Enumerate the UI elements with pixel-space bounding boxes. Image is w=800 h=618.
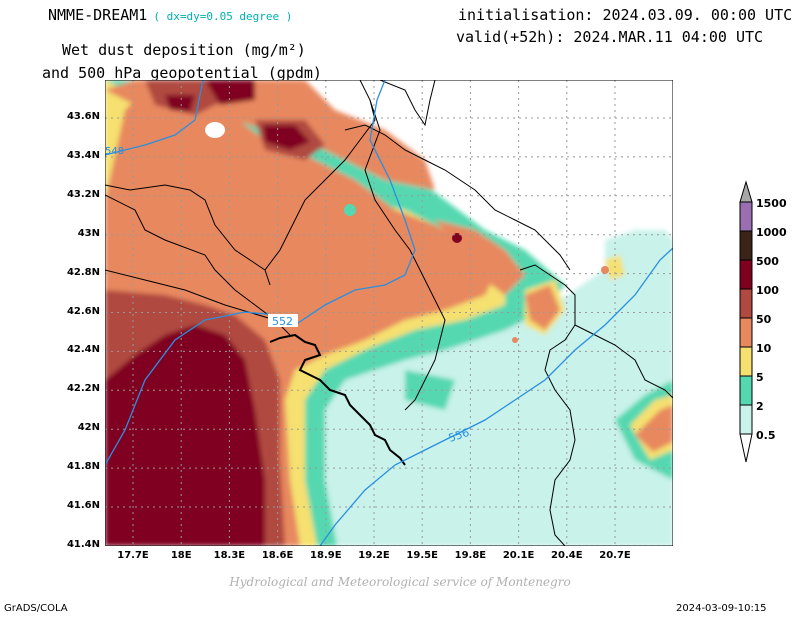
colorbar-level-label: 10 [756, 342, 772, 355]
credit-text: Hydrological and Meteorological service … [229, 575, 571, 589]
colorbar-box [739, 259, 753, 290]
colorbar-bottom-arrow [739, 433, 753, 463]
resolution-note: ( dx=dy=0.05 degree ) [153, 10, 293, 23]
lat-tick-label: 43.2N [66, 188, 100, 200]
colorbar-box [739, 201, 753, 232]
contour-label-556: 556 [447, 426, 471, 445]
geopotential-contours [105, 80, 673, 546]
contour-label-548: 548 [105, 146, 124, 157]
lon-tick-label: 17.7E [117, 550, 149, 561]
lon-tick-label: 20.1E [502, 550, 535, 561]
lat-tick-label: 42.2N [66, 383, 100, 395]
model-name: NMME-DREAM1 [48, 6, 148, 24]
colorbar-level-label: 500 [756, 255, 779, 268]
plot-timestamp: 2024-03-09-10:15 [676, 603, 767, 614]
lat-tick-label: 43.6N [66, 111, 100, 122]
lon-tick-label: 18E [170, 550, 192, 561]
lat-tick-label: 42.6N [66, 305, 100, 317]
initialisation-time: initialisation: 2024.03.09. 00:00 UTC [458, 6, 793, 24]
colorbar-box [739, 346, 753, 377]
lon-tick-label: 20.7E [599, 550, 631, 561]
model-title: NMME-DREAM1 ( dx=dy=0.05 degree ) [48, 6, 292, 24]
lon-tick-label: 19.2E [358, 550, 390, 561]
colorbar-level-label: 2 [756, 400, 764, 413]
colorbar-level-label: 100 [756, 284, 779, 297]
lon-tick-label: 18.6E [261, 550, 294, 561]
svg-text:552: 552 [272, 315, 293, 328]
country-borders [105, 80, 673, 546]
colorbar-level-label: 1500 [756, 197, 787, 210]
lat-tick-label: 42N [77, 422, 100, 434]
colorbar-level-label: 1000 [756, 226, 787, 239]
lat-tick-label: 41.4N [66, 538, 100, 550]
colorbar-level-label: 50 [756, 313, 772, 326]
lat-tick-label: 41.8N [66, 461, 100, 473]
colorbar-top-arrow [739, 180, 753, 203]
lon-tick-label: 19.8E [454, 550, 487, 561]
deposition-colorbar: 1500 1000 500 100 50 10 5 2 0.5 [739, 180, 787, 463]
lat-tick-label: 41.6N [66, 500, 100, 511]
colorbar-level-label: 0.5 [756, 429, 776, 442]
lon-tick-label: 18.3E [213, 550, 246, 561]
svg-text:556: 556 [447, 426, 471, 445]
colorbar-box [739, 230, 753, 261]
colorbar-box [739, 288, 753, 319]
colorbar-box [739, 404, 753, 435]
colorbar-level-label: 5 [756, 371, 764, 384]
colorbar-box [739, 317, 753, 348]
software-label: GrADS/COLA [4, 603, 68, 614]
colorbar-box [739, 375, 753, 406]
lon-tick-label: 18.9E [310, 550, 342, 561]
svg-text:548: 548 [105, 146, 124, 157]
contour-label-552: 552 [268, 314, 298, 328]
valid-time: valid(+52h): 2024.MAR.11 04:00 UTC [456, 28, 764, 46]
coastline [269, 333, 406, 466]
lat-tick-label: 42.4N [66, 344, 100, 356]
variable-title-line1: Wet dust deposition (mg/m²) [62, 41, 306, 59]
lon-tick-label: 19.5E [406, 550, 438, 561]
variable-title-line2: and 500 hPa geopotential (gpdm) [42, 64, 322, 82]
lon-tick-label: 20.4E [551, 550, 583, 561]
field-holes [205, 122, 609, 343]
dust-deposition-map: 548 552 556 [105, 80, 673, 546]
lat-tick-label: 43.4N [66, 149, 100, 161]
lat-tick-label: 42.8N [66, 266, 100, 278]
lat-tick-label: 43N [77, 227, 100, 239]
